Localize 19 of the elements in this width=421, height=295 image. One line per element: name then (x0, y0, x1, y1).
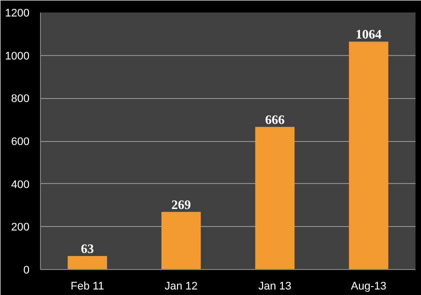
y-tick-label: 800 (11, 93, 30, 106)
y-tick-label: 1000 (5, 50, 30, 62)
bar (68, 256, 108, 270)
y-tick-label: 0 (23, 264, 30, 276)
data-label: 666 (265, 112, 286, 127)
y-tick-label: 1200 (5, 8, 30, 20)
x-tick-label: Feb 11 (70, 280, 104, 292)
x-tick-label: Aug-13 (350, 280, 386, 292)
bar (161, 212, 201, 270)
y-tick-label: 200 (11, 222, 30, 234)
y-tick-label: 400 (11, 178, 30, 191)
bar (255, 126, 295, 270)
data-label: 63 (80, 241, 94, 256)
x-tick-label: Jan 13 (258, 280, 292, 292)
y-tick-label: 600 (11, 136, 30, 148)
bar (348, 42, 388, 270)
data-label: 1064 (356, 26, 382, 42)
x-tick-label: Jan 12 (164, 280, 198, 292)
data-label: 269 (171, 196, 192, 212)
